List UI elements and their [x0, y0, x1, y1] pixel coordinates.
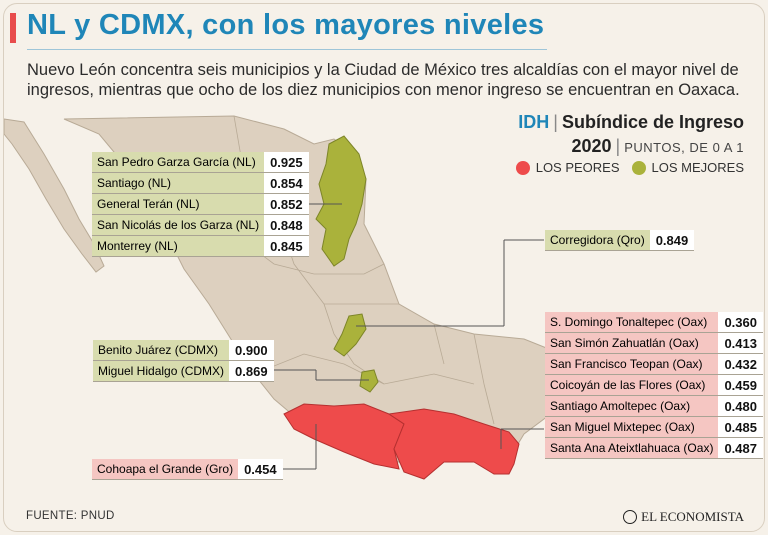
table-row: San Miguel Mixtepec (Oax) 0.485 [545, 416, 763, 438]
year-label: 2020 [571, 136, 612, 156]
oax-table: S. Domingo Tonaltepec (Oax) 0.360 San Simó… [545, 312, 763, 459]
brand-name: EL ECONOMISTA [641, 509, 744, 524]
gro-table: Cohoapa el Grande (Gro) 0.454 [92, 459, 283, 480]
table-row: Santiago (NL) 0.854 [92, 172, 309, 194]
income-value: 0.487 [718, 437, 763, 459]
nl-table: San Pedro Garza García (NL) 0.925 Santiago… [92, 152, 309, 257]
brand-logo: EL ECONOMISTA [623, 509, 744, 525]
header-separator: | [553, 112, 558, 132]
units-label: PUNTOS, DE 0 A 1 [624, 140, 744, 155]
subtitle: Nuevo León concentra seis municipios y l… [27, 61, 740, 99]
table-row: Miguel Hidalgo (CDMX) 0.869 [93, 360, 274, 382]
legend-worst-swatch [515, 160, 530, 175]
table-row: S. Domingo Tonaltepec (Oax) 0.360 [545, 312, 763, 333]
source-note: FUENTE: PNUD [26, 510, 115, 522]
map-oaxaca [387, 408, 520, 480]
municipality-name: San Pedro Garza García (NL) [92, 152, 265, 173]
infographic-frame: NL y CDMX, con los mayores niveles Nuevo… [3, 3, 765, 532]
income-value: 0.454 [238, 459, 283, 480]
income-value: 0.480 [718, 395, 763, 417]
brand-icon [623, 510, 638, 524]
chart-subheader: 2020 | PUNTOS, DE 0 A 1 [572, 136, 745, 157]
table-row: San Simón Zahuatlán (Oax) 0.413 [545, 332, 763, 354]
table-row: Monterrey (NL) 0.845 [92, 235, 309, 257]
subindex-label: Subíndice de Ingreso [561, 112, 744, 132]
municipality-name: San Nicolás de los Garza (NL) [92, 214, 265, 236]
municipality-name: Benito Juárez (CDMX) [93, 340, 230, 361]
map-cdmx [359, 369, 379, 393]
legend: LOS PEORES LOS MEJORES [515, 160, 744, 175]
municipality-name: San Miguel Mixtepec (Oax) [545, 416, 719, 438]
municipality-name: Santiago Amoltepec (Oax) [545, 395, 719, 417]
table-row: Santiago Amoltepec (Oax) 0.480 [545, 395, 763, 417]
income-value: 0.413 [718, 332, 763, 354]
municipality-name: Santiago (NL) [92, 172, 265, 194]
municipality-name: San Simón Zahuatlán (Oax) [545, 332, 719, 354]
municipality-name: Corregidora (Qro) [545, 230, 650, 251]
income-value: 0.849 [649, 230, 695, 251]
income-value: 0.432 [718, 353, 763, 375]
municipality-name: General Terán (NL) [92, 193, 265, 215]
table-row: San Nicolás de los Garza (NL) 0.848 [92, 214, 309, 236]
municipality-name: S. Domingo Tonaltepec (Oax) [545, 312, 719, 333]
income-value: 0.869 [229, 360, 274, 382]
legend-best-swatch [631, 160, 646, 175]
municipality-name: Miguel Hidalgo (CDMX) [93, 360, 230, 382]
legend-best-label: LOS MEJORES [651, 160, 744, 175]
chart-header: IDH | Subíndice de Ingreso [518, 112, 744, 133]
income-value: 0.485 [718, 416, 763, 438]
table-row: General Terán (NL) 0.852 [92, 193, 309, 215]
map-nuevo-leon [315, 135, 367, 267]
title-rule [27, 49, 547, 50]
header-separator-2: | [615, 136, 621, 156]
income-value: 0.360 [718, 312, 763, 333]
table-row: San Pedro Garza García (NL) 0.925 [92, 152, 309, 173]
qro-table: Corregidora (Qro) 0.849 [545, 230, 695, 251]
income-value: 0.852 [264, 193, 309, 215]
table-row: Cohoapa el Grande (Gro) 0.454 [92, 459, 283, 480]
table-row: Benito Juárez (CDMX) 0.900 [93, 340, 274, 361]
title-accent-bar [10, 13, 16, 43]
income-value: 0.845 [264, 235, 309, 257]
income-value: 0.925 [264, 152, 309, 173]
income-value: 0.848 [264, 214, 309, 236]
table-row: Santa Ana Ateixtlahuaca (Oax) 0.487 [545, 437, 763, 459]
map-queretaro [333, 313, 367, 357]
municipality-name: Monterrey (NL) [92, 235, 265, 257]
map-baja-california [4, 118, 105, 273]
cdmx-table: Benito Juárez (CDMX) 0.900 Miguel Hidalgo … [93, 340, 274, 382]
municipality-name: Coicoyán de las Flores (Oax) [545, 374, 719, 396]
income-value: 0.854 [264, 172, 309, 194]
income-value: 0.459 [718, 374, 763, 396]
income-value: 0.900 [229, 340, 274, 361]
municipality-name: Cohoapa el Grande (Gro) [92, 459, 239, 480]
municipality-name: San Francisco Teopan (Oax) [545, 353, 719, 375]
page-title: NL y CDMX, con los mayores niveles [27, 9, 545, 41]
idh-label: IDH [518, 112, 550, 132]
legend-worst-label: LOS PEORES [535, 160, 620, 175]
table-row: Corregidora (Qro) 0.849 [545, 230, 695, 251]
table-row: Coicoyán de las Flores (Oax) 0.459 [545, 374, 763, 396]
map-guerrero [283, 403, 405, 470]
municipality-name: Santa Ana Ateixtlahuaca (Oax) [545, 437, 719, 459]
table-row: San Francisco Teopan (Oax) 0.432 [545, 353, 763, 375]
